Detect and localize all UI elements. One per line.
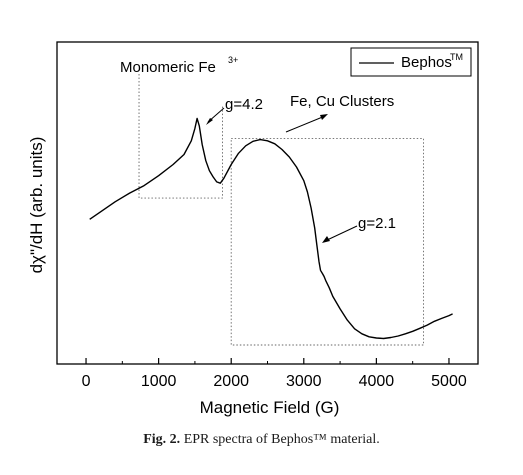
x-axis-label: Magnetic Field (G) bbox=[200, 398, 340, 417]
clusters-region-box bbox=[231, 139, 423, 345]
x-tick-label: 5000 bbox=[431, 373, 467, 390]
g42-label: g=4.2 bbox=[225, 96, 263, 113]
plot-frame bbox=[57, 42, 478, 364]
x-tick-label: 3000 bbox=[286, 373, 322, 390]
clusters-label: Fe, Cu Clusters bbox=[290, 93, 394, 110]
monomeric-label-superscript: 3+ bbox=[228, 55, 238, 65]
g21-pointer bbox=[325, 226, 357, 241]
x-tick-label: 0 bbox=[82, 373, 91, 390]
clusters-pointer bbox=[286, 116, 325, 132]
caption-text: EPR spectra of Bephos™ material. bbox=[184, 432, 380, 447]
legend-label-superscript: TM bbox=[450, 52, 463, 62]
x-tick-label: 2000 bbox=[213, 373, 249, 390]
x-tick-label: 1000 bbox=[141, 373, 177, 390]
g21-arrowhead bbox=[322, 236, 330, 243]
g21-label: g=2.1 bbox=[358, 215, 396, 232]
monomeric-label: Monomeric Fe bbox=[120, 59, 216, 76]
figure-caption: Fig. 2. EPR spectra of Bephos™ material. bbox=[0, 432, 523, 448]
x-tick-label: 4000 bbox=[359, 373, 395, 390]
y-axis-label: dχ"/dH (arb. units) bbox=[27, 137, 46, 274]
clusters-arrowhead bbox=[320, 114, 328, 120]
legend-label: Bephos bbox=[401, 54, 452, 71]
series-line-bephos bbox=[90, 118, 453, 338]
caption-prefix: Fig. 2. bbox=[143, 432, 180, 447]
monomeric-region-box bbox=[139, 74, 222, 198]
